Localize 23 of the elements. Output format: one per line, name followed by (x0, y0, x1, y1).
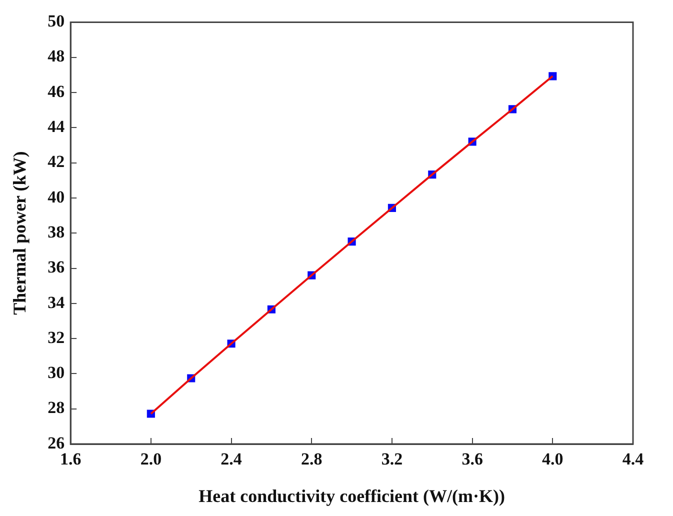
y-tick-label: 28 (48, 398, 65, 418)
x-tick-label: 4.0 (542, 450, 564, 469)
x-tick-label: 2.4 (220, 450, 242, 469)
y-tick-label: 50 (48, 12, 65, 31)
y-tick-label: 48 (48, 46, 65, 66)
y-tick-label: 34 (48, 292, 66, 312)
x-tick-label: 2.0 (140, 450, 162, 469)
y-tick-label: 36 (48, 258, 65, 277)
y-tick-label: 46 (48, 82, 65, 101)
x-tick-label: 3.6 (462, 450, 483, 469)
y-tick-label: 26 (48, 433, 65, 452)
y-tick-label: 44 (48, 117, 66, 136)
x-tick-label: 2.8 (301, 450, 322, 469)
y-tick-label: 30 (48, 363, 65, 382)
x-tick-label: 3.2 (381, 450, 403, 469)
x-tick-label: 1.6 (60, 450, 82, 469)
y-tick-label: 32 (48, 328, 65, 347)
y-tick-label: 42 (48, 152, 65, 172)
y-tick-label: 40 (48, 187, 65, 206)
x-axis-title: Heat conductivity coefficient (W/(m·K)) (198, 486, 506, 506)
x-tick-label: 4.4 (622, 450, 644, 469)
y-axis-title: Thermal power (kW) (9, 151, 30, 315)
y-tick-label: 38 (48, 222, 65, 242)
